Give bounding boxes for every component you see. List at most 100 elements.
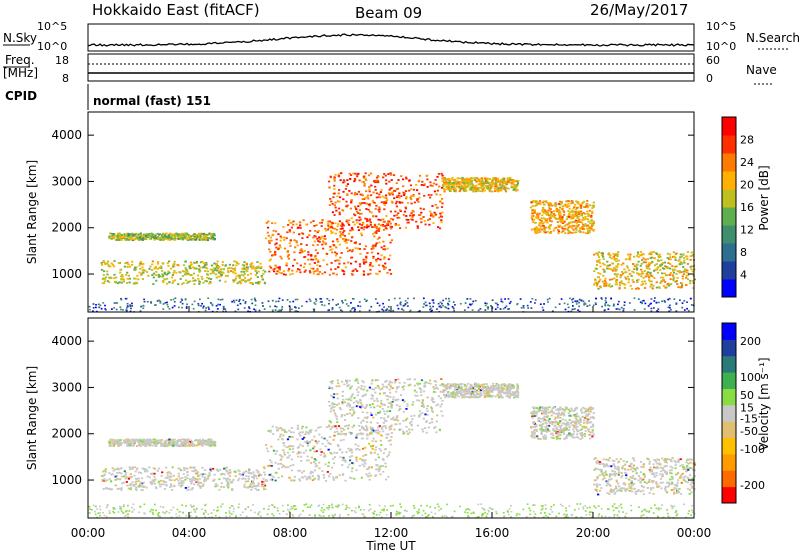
ground-scatter-cell — [126, 305, 129, 308]
ground-scatter-cell — [382, 302, 385, 305]
echo-cell — [427, 382, 430, 384]
ground-scatter-cell — [254, 298, 257, 301]
echo-cell — [410, 188, 413, 191]
echo-cell — [215, 273, 218, 276]
echo-cell — [680, 286, 683, 289]
echo-cell — [330, 407, 333, 410]
echo-cell — [632, 263, 635, 266]
echo-cell — [255, 266, 258, 269]
echo-cell — [385, 200, 388, 203]
echo-cell — [191, 237, 194, 240]
echo-cell — [389, 187, 392, 190]
echo-cell — [547, 204, 551, 206]
echo-cell — [456, 180, 459, 183]
echo-cell — [465, 190, 468, 192]
echo-cell — [397, 194, 400, 197]
echo-cell — [200, 440, 204, 443]
echo-cell — [389, 425, 393, 428]
echo-cell — [193, 261, 196, 264]
echo-cell — [578, 210, 581, 213]
echo-cell — [127, 438, 130, 441]
ground-scatter-cell — [686, 301, 688, 304]
echo-cell — [252, 477, 255, 480]
echo-cell — [418, 387, 422, 390]
echo-cell — [249, 265, 252, 268]
ground-scatter-cell — [622, 309, 625, 312]
echo-cell — [200, 473, 203, 476]
freq-panel — [87, 53, 695, 82]
ground-scatter-cell — [398, 297, 401, 300]
echo-cell — [395, 387, 399, 390]
echo-cell — [268, 248, 271, 251]
echo-cell — [153, 238, 156, 241]
echo-cell — [244, 277, 247, 279]
echo-cell — [118, 478, 122, 481]
echo-cell — [116, 237, 119, 240]
echo-cell — [536, 213, 539, 216]
ground-scatter-cell — [382, 309, 385, 312]
echo-cell — [678, 258, 681, 261]
echo-cell — [301, 431, 304, 434]
echo-cell — [182, 441, 185, 443]
echo-cell — [107, 488, 110, 490]
echo-cell — [127, 444, 130, 447]
echo-cell — [338, 448, 341, 451]
echo-cell — [152, 480, 155, 483]
echo-cell — [361, 463, 364, 466]
ground-scatter-cell — [321, 303, 323, 306]
ground-scatter-cell — [205, 307, 207, 309]
echo-cell — [390, 406, 393, 409]
echo-cell — [669, 278, 672, 281]
echo-cell — [384, 425, 387, 427]
echo-cell — [266, 465, 269, 467]
echo-cell — [270, 445, 273, 448]
echo-cell — [292, 223, 295, 226]
echo-cell — [156, 232, 159, 235]
echo-cell — [372, 215, 375, 218]
echo-cell — [351, 250, 354, 253]
echo-cell — [177, 237, 180, 240]
echo-cell — [338, 200, 341, 203]
echo-cell — [493, 177, 496, 180]
velocity-echo-scatter — [88, 378, 697, 519]
echo-cell — [109, 265, 112, 268]
ground-scatter-cell — [201, 302, 204, 305]
echo-cell — [374, 440, 378, 443]
ground-scatter-cell — [655, 301, 658, 304]
echo-cell — [113, 273, 116, 276]
echo-cell — [691, 279, 695, 282]
echo-cell — [376, 453, 379, 456]
echo-cell — [173, 270, 176, 272]
echo-cell — [257, 281, 260, 283]
echo-cell — [482, 182, 485, 185]
echo-cell — [580, 204, 583, 207]
ground-scatter-cell — [315, 298, 317, 301]
echo-cell — [370, 194, 373, 197]
echo-cell — [111, 440, 114, 443]
echo-cell — [378, 425, 381, 427]
echo-cell — [561, 207, 564, 210]
echo-cell — [567, 216, 571, 218]
echo-cell — [534, 200, 537, 203]
echo-cell — [583, 218, 586, 221]
ground-scatter-cell — [185, 305, 188, 308]
echo-cell — [622, 272, 625, 275]
ground-scatter-cell — [603, 309, 606, 311]
echo-cell — [268, 242, 271, 244]
echo-cell — [418, 196, 421, 199]
ground-scatter-cell — [368, 309, 371, 312]
echo-cell — [139, 238, 142, 241]
echo-cell — [348, 449, 352, 452]
echo-cell — [471, 188, 475, 191]
echo-cell — [245, 269, 248, 271]
echo-cell — [646, 266, 649, 269]
echo-cell — [334, 206, 337, 209]
echo-cell — [164, 232, 167, 235]
echo-cell — [162, 238, 165, 241]
echo-cell — [197, 277, 200, 280]
echo-cell — [328, 220, 331, 223]
echo-cell — [171, 489, 174, 491]
echo-cell — [411, 403, 414, 406]
echo-cell — [346, 183, 350, 186]
echo-cell — [270, 464, 273, 467]
